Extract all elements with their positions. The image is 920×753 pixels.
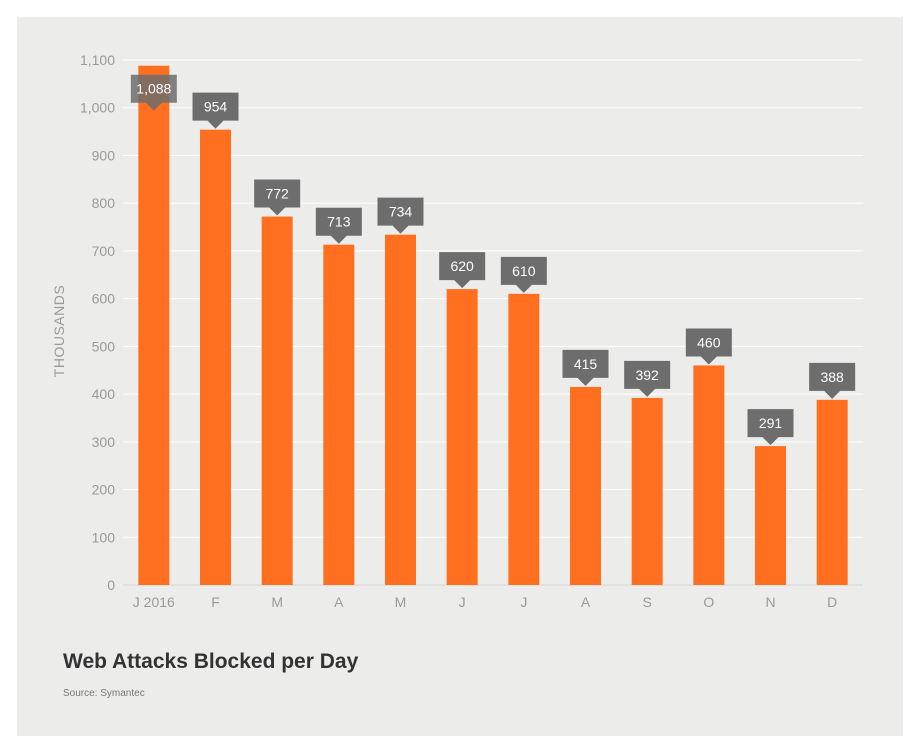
x-tick-label: A	[334, 594, 344, 610]
y-tick-label: 200	[92, 482, 116, 498]
x-tick-label: J	[520, 594, 527, 610]
x-axis-ticks: J 2016 F M A M J J A S O N D	[133, 594, 837, 610]
data-label: 392	[624, 360, 671, 397]
bar	[755, 446, 786, 585]
y-axis-ticks: 0 100 200 300 400 500 600 700 800 900 1,000 1,100	[80, 52, 115, 593]
data-label-text: 291	[759, 415, 783, 431]
bar	[200, 129, 231, 585]
bar	[570, 386, 601, 585]
y-tick-label: 300	[92, 434, 116, 450]
y-tick-label: 900	[92, 147, 116, 163]
data-label-text: 620	[450, 258, 474, 274]
data-label: 415	[562, 349, 609, 386]
x-tick-label: J 2016	[133, 594, 175, 610]
bar-chart: 0 100 200 300 400 500 600 700 800 900 1,000 1,100 T…	[51, 52, 863, 610]
y-tick-label: 1,100	[80, 52, 115, 68]
data-label: 388	[809, 362, 856, 399]
y-tick-label: 700	[92, 243, 116, 259]
data-label-text: 734	[389, 204, 413, 220]
bar	[446, 289, 478, 585]
x-tick-label: S	[642, 594, 651, 610]
data-label-text: 415	[574, 356, 598, 372]
data-label-text: 1,088	[136, 81, 171, 97]
data-label: 772	[254, 179, 301, 216]
grid-lines	[123, 59, 863, 586]
bar	[693, 365, 725, 585]
y-tick-label: 800	[92, 195, 116, 211]
y-tick-label: 0	[107, 577, 115, 593]
chart-title: Web Attacks Blocked per Day	[63, 650, 359, 673]
data-label-box	[809, 362, 856, 399]
x-tick-label: D	[827, 594, 837, 610]
data-label: 1,088	[130, 74, 177, 111]
y-tick-label: 100	[92, 529, 116, 545]
chart-source: Source: Symantec	[63, 688, 145, 699]
bar	[631, 397, 663, 585]
bar	[508, 293, 540, 585]
x-tick-label: M	[395, 594, 407, 610]
x-tick-label: M	[271, 594, 283, 610]
data-label-box	[685, 328, 732, 365]
data-label: 460	[685, 328, 732, 365]
bars	[138, 65, 848, 586]
chart-panel: 0 100 200 300 400 500 600 700 800 900 1,000 1,100 T…	[17, 17, 903, 736]
y-axis-title: THOUSANDS	[51, 285, 67, 377]
data-label-box	[192, 92, 239, 129]
data-label-box	[315, 207, 362, 244]
data-label-box	[747, 409, 794, 446]
data-label-box	[377, 197, 424, 234]
y-tick-label: 1,000	[80, 100, 115, 116]
data-label-box	[500, 256, 547, 293]
y-tick-label: 500	[92, 338, 116, 354]
bar	[385, 234, 416, 585]
data-label-text: 713	[327, 214, 351, 230]
data-label: 713	[315, 207, 362, 244]
data-label-text: 954	[204, 99, 228, 115]
data-label-text: 772	[265, 186, 289, 202]
data-label-text: 460	[697, 334, 721, 350]
data-label: 291	[747, 409, 794, 446]
bar	[323, 244, 355, 586]
data-label: 954	[192, 92, 239, 129]
y-tick-label: 600	[92, 291, 116, 307]
data-label-box	[624, 360, 671, 397]
bar	[138, 65, 170, 585]
data-label: 610	[500, 256, 547, 293]
x-tick-label: N	[765, 594, 775, 610]
data-label: 620	[439, 252, 486, 289]
data-label-box	[562, 349, 609, 386]
data-label-box	[130, 74, 177, 111]
x-tick-label: A	[581, 594, 591, 610]
data-label-text: 388	[820, 369, 844, 385]
y-tick-label: 400	[92, 386, 116, 402]
bar	[261, 216, 293, 585]
bar	[816, 399, 848, 585]
data-labels: 1,088 954 772 713 734 620 610 415 392 460 291 388	[130, 74, 856, 446]
data-label-text: 610	[512, 263, 536, 279]
data-label: 734	[377, 197, 424, 234]
data-label-text: 392	[635, 367, 659, 383]
data-label-box	[254, 179, 301, 216]
x-tick-label: O	[703, 594, 714, 610]
x-tick-label: F	[211, 594, 220, 610]
x-tick-label: J	[459, 594, 466, 610]
data-label-box	[439, 252, 486, 289]
